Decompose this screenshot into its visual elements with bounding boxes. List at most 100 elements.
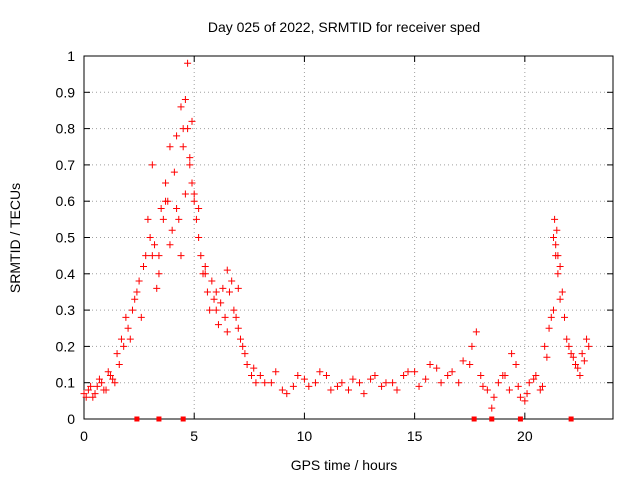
data-point [181, 96, 189, 104]
data-point [162, 197, 170, 205]
data-point [208, 277, 216, 285]
data-point [569, 353, 577, 361]
data-point [327, 386, 335, 394]
data-point [558, 288, 566, 296]
data-point [186, 161, 194, 169]
data-point [82, 393, 90, 401]
data-point [197, 252, 205, 260]
data-point [177, 103, 185, 111]
data-point [181, 190, 189, 198]
data-point [501, 371, 509, 379]
x-tick-label: 20 [517, 428, 533, 444]
data-point [184, 59, 192, 67]
data-point [360, 390, 368, 398]
data-point [494, 379, 502, 387]
data-point [404, 368, 412, 376]
gap-marker [517, 416, 523, 422]
data-point [91, 390, 99, 398]
data-point [567, 350, 575, 358]
data-point [113, 350, 121, 358]
data-point [243, 361, 251, 369]
data-point [153, 284, 161, 292]
data-point [159, 215, 167, 223]
data-point [223, 328, 231, 336]
data-point [212, 288, 220, 296]
data-point [426, 361, 434, 369]
data-point [466, 361, 474, 369]
data-point [155, 270, 163, 278]
data-point [89, 393, 97, 401]
data-point [545, 324, 553, 332]
data-point [239, 342, 247, 350]
data-point [117, 335, 125, 343]
data-point [549, 306, 557, 314]
y-tick-label: 0.8 [56, 121, 76, 137]
data-point [131, 295, 139, 303]
data-point [547, 313, 555, 321]
data-point [468, 342, 476, 350]
data-point [488, 404, 496, 412]
data-point [175, 215, 183, 223]
data-point [228, 277, 236, 285]
y-tick-label: 0.4 [56, 266, 76, 282]
data-point [333, 382, 341, 390]
data-point [516, 393, 524, 401]
data-point [530, 375, 538, 383]
data-point [223, 266, 231, 274]
data-point [572, 361, 580, 369]
data-point [574, 364, 582, 372]
data-point [349, 375, 357, 383]
data-point [87, 382, 95, 390]
gap-marker [489, 416, 495, 422]
data-point [554, 270, 562, 278]
data-points [80, 59, 593, 422]
chart-title: Day 025 of 2022, SRMTID for receiver spe… [208, 19, 480, 35]
data-point [316, 368, 324, 376]
data-point [177, 252, 185, 260]
data-point [583, 335, 591, 343]
data-point [111, 379, 119, 387]
grid-lines [84, 56, 613, 419]
data-point [166, 143, 174, 151]
data-point [371, 371, 379, 379]
data-point [109, 375, 117, 383]
data-point [166, 241, 174, 249]
data-point [80, 390, 88, 398]
data-point [195, 234, 203, 241]
data-point [151, 241, 159, 249]
data-point [459, 357, 467, 365]
data-point [563, 335, 571, 343]
x-tick-label: 15 [407, 428, 423, 444]
data-point [179, 125, 187, 133]
data-point [98, 379, 106, 387]
axis-ticks: 00.10.20.30.40.50.60.70.80.910 5 10 15 20 [56, 48, 613, 444]
data-point [146, 234, 154, 241]
data-point [305, 382, 313, 390]
data-point [137, 313, 145, 321]
data-point [124, 324, 132, 332]
y-tick-label: 0.5 [56, 230, 76, 246]
data-point [100, 386, 108, 394]
data-point [170, 168, 178, 176]
data-point [523, 390, 531, 398]
data-point [203, 288, 211, 296]
data-point [162, 179, 170, 187]
data-point [186, 154, 194, 162]
y-tick-label: 0.6 [56, 193, 76, 209]
data-point [234, 284, 242, 292]
data-point [411, 368, 419, 376]
data-point [195, 204, 203, 212]
data-point [565, 342, 573, 350]
data-point [232, 313, 240, 321]
data-point [234, 324, 242, 332]
data-point [212, 306, 220, 314]
data-point [483, 386, 491, 394]
x-axis-label: GPS time / hours [291, 457, 398, 473]
data-point [322, 371, 330, 379]
data-point [338, 379, 346, 387]
data-point [252, 379, 260, 387]
data-point [512, 361, 520, 369]
y-tick-label: 0.9 [56, 84, 76, 100]
data-point [126, 335, 134, 343]
